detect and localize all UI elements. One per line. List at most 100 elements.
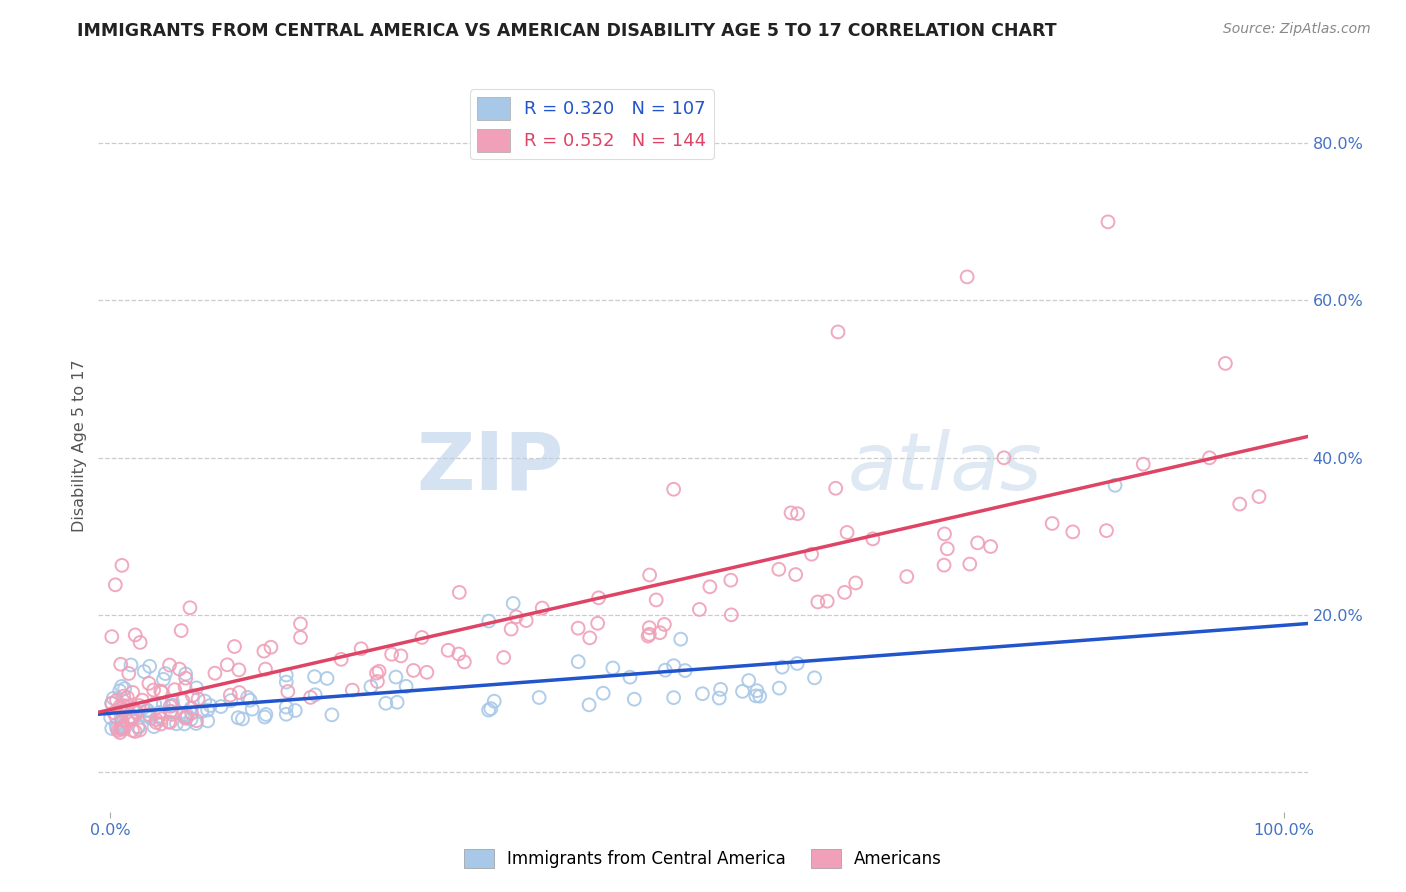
Point <box>162 698 184 713</box>
Point <box>166 716 188 731</box>
Point <box>276 700 298 714</box>
Point <box>827 325 849 339</box>
Point <box>586 616 609 631</box>
Point <box>411 631 433 645</box>
Point <box>745 689 768 703</box>
Point <box>527 690 550 705</box>
Point <box>163 682 186 697</box>
Point <box>155 666 177 681</box>
Point <box>492 650 515 665</box>
Point <box>108 699 131 714</box>
Point <box>148 706 170 720</box>
Point <box>162 695 184 709</box>
Point <box>578 698 600 712</box>
Point <box>862 532 884 546</box>
Point <box>342 683 364 698</box>
Point <box>131 693 153 707</box>
Point <box>150 685 173 699</box>
Point <box>638 627 661 641</box>
Text: Source: ZipAtlas.com: Source: ZipAtlas.com <box>1223 22 1371 37</box>
Point <box>180 712 202 726</box>
Point <box>276 707 298 722</box>
Point <box>437 643 460 657</box>
Point <box>567 621 589 635</box>
Point <box>180 701 202 715</box>
Point <box>236 690 259 705</box>
Point <box>803 671 825 685</box>
Point <box>845 576 868 591</box>
Point <box>172 708 194 723</box>
Point <box>662 658 685 673</box>
Point <box>129 635 152 649</box>
Point <box>219 693 242 707</box>
Point <box>449 585 471 599</box>
Point <box>124 724 146 739</box>
Point <box>1104 478 1126 492</box>
Point <box>180 706 202 720</box>
Point <box>173 717 195 731</box>
Point <box>276 675 298 690</box>
Point <box>815 594 838 608</box>
Point <box>531 601 554 615</box>
Point <box>253 644 276 658</box>
Point <box>669 632 692 647</box>
Point <box>186 714 208 728</box>
Point <box>143 697 166 711</box>
Point <box>121 685 143 699</box>
Point <box>160 707 183 722</box>
Point <box>135 708 157 723</box>
Point <box>159 705 181 719</box>
Point <box>228 685 250 699</box>
Point <box>770 660 793 674</box>
Point <box>720 607 742 622</box>
Point <box>120 657 142 672</box>
Point <box>254 707 277 722</box>
Legend: Immigrants from Central America, Americans: Immigrants from Central America, America… <box>457 842 949 875</box>
Point <box>110 722 132 736</box>
Point <box>515 614 537 628</box>
Point <box>101 696 124 710</box>
Point <box>108 683 131 698</box>
Point <box>209 699 232 714</box>
Point <box>111 720 134 734</box>
Point <box>416 665 439 680</box>
Point <box>148 709 170 723</box>
Point <box>159 715 181 730</box>
Point <box>834 585 856 599</box>
Point <box>179 600 201 615</box>
Point <box>254 662 277 676</box>
Point <box>128 698 150 713</box>
Point <box>121 712 143 726</box>
Point <box>101 630 124 644</box>
Point <box>110 657 132 672</box>
Point <box>121 701 143 715</box>
Point <box>453 655 475 669</box>
Point <box>389 648 412 663</box>
Point <box>932 558 955 573</box>
Point <box>138 707 160 722</box>
Point <box>709 691 731 706</box>
Point <box>321 707 343 722</box>
Point <box>112 698 135 713</box>
Point <box>360 680 382 694</box>
Point <box>477 703 499 717</box>
Point <box>112 689 135 703</box>
Point <box>110 701 132 715</box>
Y-axis label: Disability Age 5 to 17: Disability Age 5 to 17 <box>72 359 87 533</box>
Point <box>231 712 253 726</box>
Point <box>138 676 160 690</box>
Point <box>219 688 242 702</box>
Point <box>785 567 807 582</box>
Point <box>118 666 141 681</box>
Point <box>304 670 326 684</box>
Point <box>139 709 162 723</box>
Point <box>143 720 166 734</box>
Point <box>181 689 204 703</box>
Point <box>117 714 139 729</box>
Text: atlas: atlas <box>848 429 1043 507</box>
Text: IMMIGRANTS FROM CENTRAL AMERICA VS AMERICAN DISABILITY AGE 5 TO 17 CORRELATION C: IMMIGRANTS FROM CENTRAL AMERICA VS AMERI… <box>77 22 1057 40</box>
Point <box>484 694 506 708</box>
Point <box>1132 457 1154 471</box>
Point <box>138 659 160 673</box>
Point <box>134 665 156 679</box>
